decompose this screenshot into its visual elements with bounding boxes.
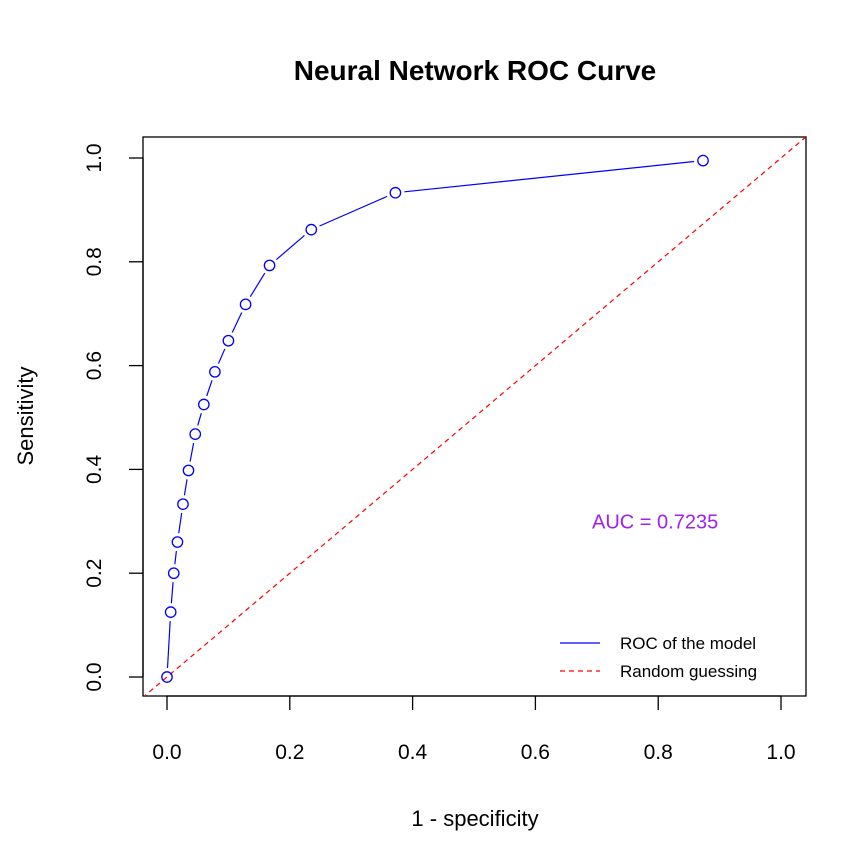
roc-point (189, 428, 202, 440)
roc-segment (249, 272, 266, 298)
x-tick-label: 0.0 (152, 741, 181, 764)
roc-point (222, 334, 235, 347)
roc-segment (206, 380, 213, 397)
roc-point (161, 671, 173, 683)
legend-random-label: Random guessing (620, 662, 757, 681)
roc-point (167, 567, 180, 580)
legend-roc-label: ROC of the model (620, 634, 756, 653)
roc-segment (275, 235, 305, 261)
roc-point (209, 365, 221, 378)
marker-layer (161, 154, 709, 683)
roc-segment (183, 479, 188, 496)
y-tick-label: 0.4 (83, 454, 106, 484)
roc-point (177, 498, 189, 511)
x-tick-label: 0.8 (644, 741, 673, 764)
x-tick-label: 1.0 (766, 741, 795, 764)
roc-point (697, 154, 709, 167)
legend: ROC of the model Random guessing (560, 634, 757, 681)
roc-segment (319, 195, 388, 227)
auc-annotation: AUC = 0.7235 (592, 511, 718, 533)
y-tick-label: 0.0 (83, 662, 106, 691)
roc-segment (189, 442, 195, 462)
roc-segment (197, 413, 202, 426)
x-tick-label: 0.2 (275, 741, 304, 764)
roc-segment (217, 348, 226, 364)
chart-title: Neural Network ROC Curve (294, 55, 657, 86)
roc-point (182, 464, 195, 477)
roc-point (197, 398, 210, 411)
y-tick-label: 1.0 (83, 143, 106, 172)
series-layer (143, 137, 806, 696)
roc-point (389, 186, 402, 199)
roc-point (305, 223, 318, 236)
roc-point (263, 259, 276, 272)
roc-segment (166, 621, 171, 669)
y-axis-title: Sensitivity (13, 366, 38, 465)
x-tick-label: 0.4 (398, 741, 428, 764)
y-tick-label: 0.2 (83, 559, 106, 588)
x-tick-label: 0.6 (521, 741, 550, 764)
roc-segment (170, 582, 174, 604)
y-axis: 0.0 0.2 0.4 0.6 0.8 1.0 (83, 143, 144, 692)
roc-point (164, 606, 177, 618)
x-axis-title: 1 - specificity (411, 806, 538, 831)
roc-point (171, 536, 184, 548)
roc-segment (178, 512, 183, 534)
roc-segment (174, 550, 177, 565)
roc-point (239, 298, 252, 311)
random-guessing-line (143, 137, 806, 696)
y-tick-label: 0.8 (83, 247, 106, 276)
y-tick-label: 0.6 (83, 351, 106, 380)
roc-segment (231, 312, 243, 333)
roc-segment (404, 160, 695, 193)
x-axis: 0.0 0.2 0.4 0.6 0.8 1.0 (152, 695, 796, 764)
